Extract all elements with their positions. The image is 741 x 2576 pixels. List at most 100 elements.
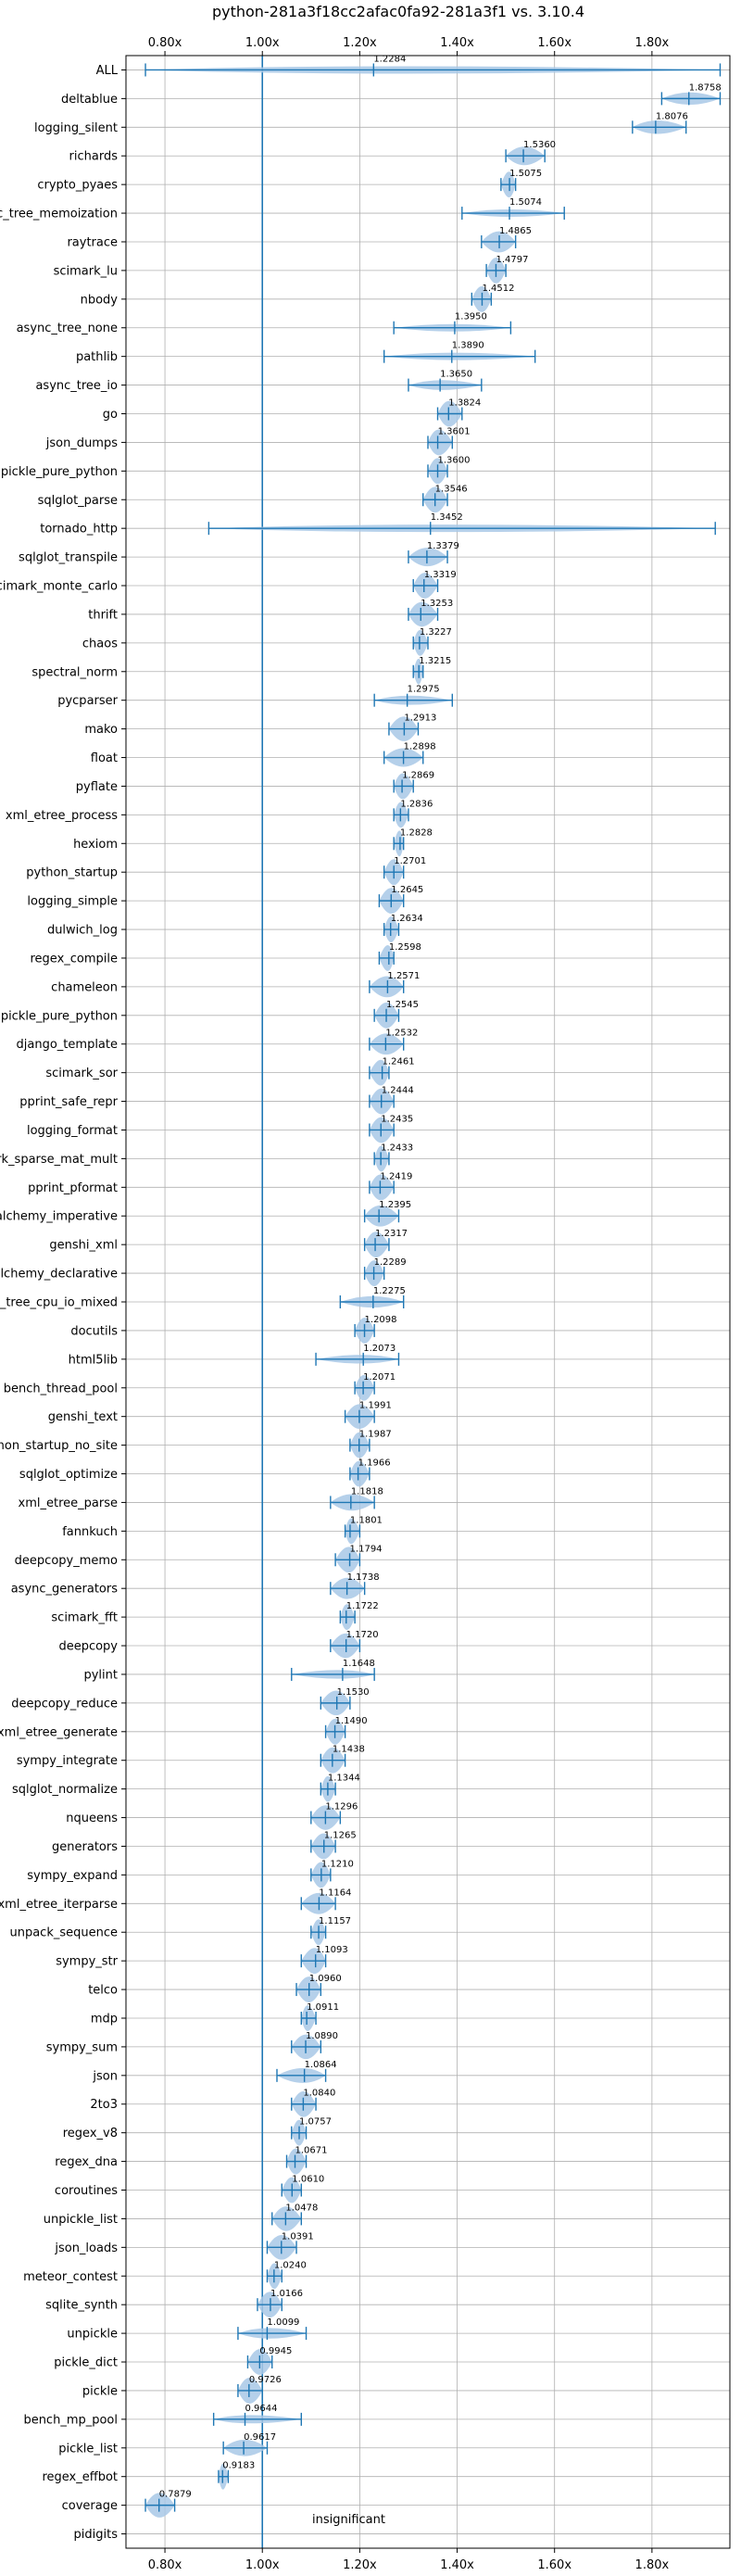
value-label: 1.3319 bbox=[424, 570, 457, 580]
value-label: 0.9183 bbox=[222, 2461, 255, 2471]
category-label: spectral_norm bbox=[31, 665, 118, 679]
category-label: sqlglot_parse bbox=[38, 494, 118, 508]
value-label: 1.2275 bbox=[373, 1286, 406, 1296]
category-label: float bbox=[91, 751, 118, 765]
category-label: pyflate bbox=[76, 780, 118, 794]
category-label: genshi_xml bbox=[49, 1239, 118, 1253]
x-tick-labels: 0.80x 0.80x 1.00x 1.00x 1.20x 1.20x 1.40x 1.40x… bbox=[148, 36, 670, 2572]
value-label: 1.5360 bbox=[523, 140, 556, 150]
category-label: pickle bbox=[82, 2384, 118, 2398]
category-label: regex_effbot bbox=[42, 2470, 118, 2484]
x-tick-label-top: 1.80x bbox=[635, 36, 670, 50]
category-label: pickle_dict bbox=[54, 2356, 118, 2370]
value-label: 1.1801 bbox=[350, 1515, 383, 1525]
category-label: pidigits bbox=[74, 2528, 119, 2542]
value-label: 1.1490 bbox=[335, 1716, 368, 1726]
category-label: fannkuch bbox=[62, 1525, 118, 1539]
category-label: sympy_integrate bbox=[17, 1754, 118, 1768]
value-label: 1.0960 bbox=[309, 1974, 342, 1984]
value-label: 1.3379 bbox=[427, 541, 459, 551]
value-label: 1.8758 bbox=[689, 82, 722, 93]
value-label: 1.1987 bbox=[359, 1430, 392, 1440]
value-label: 1.0610 bbox=[292, 2175, 324, 2185]
category-label: telco bbox=[88, 1984, 118, 1998]
category-label: unpack_sequence bbox=[9, 1926, 118, 1940]
category-label: scimark_fft bbox=[51, 1611, 118, 1625]
value-label: 0.9726 bbox=[249, 2375, 282, 2385]
value-label: 1.2071 bbox=[363, 1372, 396, 1383]
category-label: bench_mp_pool bbox=[23, 2413, 118, 2427]
value-label: 1.0840 bbox=[303, 2089, 335, 2099]
category-label: regex_v8 bbox=[63, 2127, 118, 2140]
x-tick-label-top: 1.60x bbox=[537, 36, 571, 50]
x-tick-label-top: 1.20x bbox=[343, 36, 377, 50]
category-label: bench_thread_pool bbox=[4, 1382, 118, 1395]
category-label: async_tree_none bbox=[17, 322, 118, 335]
x-tick-label-bottom: 1.80x bbox=[635, 2558, 670, 2572]
x-tick-label-bottom: 0.80x bbox=[148, 2558, 182, 2572]
category-label: deepcopy bbox=[58, 1640, 118, 1654]
category-label: scimark_monte_carlo bbox=[0, 580, 118, 594]
category-label: async_tree_memoization bbox=[0, 208, 118, 221]
value-label: 1.1344 bbox=[328, 1774, 360, 1784]
category-label: coverage bbox=[62, 2499, 118, 2513]
category-label: mako bbox=[84, 723, 118, 737]
value-label: 1.2898 bbox=[404, 742, 436, 752]
category-label: deltablue bbox=[61, 93, 118, 107]
category-label: chaos bbox=[82, 637, 118, 650]
chart-title: python-281a3f18cc2afac0fa92-281a3f1 vs. … bbox=[212, 3, 584, 20]
value-label: 1.0099 bbox=[267, 2317, 299, 2328]
value-label: 1.2435 bbox=[381, 1114, 413, 1124]
value-label: 1.2913 bbox=[404, 713, 436, 724]
value-label: 1.2634 bbox=[391, 914, 423, 924]
category-label: nbody bbox=[81, 293, 119, 307]
category-label: unpickle_pure_python bbox=[0, 1009, 118, 1023]
value-label: 1.0890 bbox=[306, 2031, 338, 2041]
category-label: pathlib bbox=[76, 350, 118, 364]
value-label: 0.9644 bbox=[245, 2404, 278, 2414]
value-label: 0.7879 bbox=[159, 2490, 192, 2500]
value-label: 1.0757 bbox=[299, 2117, 332, 2128]
value-label: 1.1530 bbox=[337, 1687, 370, 1698]
x-tick-label-top: 1.00x bbox=[245, 36, 280, 50]
category-label: sqlglot_transpile bbox=[19, 551, 118, 565]
category-label: scimark_sor bbox=[45, 1067, 118, 1080]
value-label: 1.2532 bbox=[385, 1029, 418, 1039]
category-label: deepcopy_reduce bbox=[11, 1697, 118, 1711]
value-label: 1.0671 bbox=[295, 2146, 328, 2156]
value-label: 1.1794 bbox=[350, 1544, 383, 1554]
x-tick-label-bottom: 1.60x bbox=[537, 2558, 571, 2572]
value-label: 1.3890 bbox=[452, 341, 484, 351]
value-label: 1.3601 bbox=[438, 426, 471, 436]
value-label: 1.2284 bbox=[373, 54, 406, 64]
value-label: 1.3215 bbox=[419, 656, 451, 666]
x-tick-label-top: 1.40x bbox=[440, 36, 474, 50]
x-tick-label-bottom: 1.20x bbox=[343, 2558, 377, 2572]
value-label: 1.3546 bbox=[435, 484, 468, 494]
category-label: pylint bbox=[83, 1668, 118, 1682]
value-label: 1.1438 bbox=[333, 1745, 365, 1755]
category-label: regex_dna bbox=[55, 2155, 118, 2169]
value-label: 1.1210 bbox=[321, 1859, 354, 1869]
value-label: 1.0391 bbox=[282, 2231, 314, 2241]
value-label: 1.2419 bbox=[380, 1171, 412, 1181]
category-label: django_template bbox=[17, 1038, 118, 1052]
insignificant-annotation: insignificant bbox=[312, 2513, 385, 2527]
value-label: 1.2975 bbox=[408, 685, 440, 695]
category-label: pprint_pformat bbox=[28, 1181, 118, 1195]
data-marks: 1.2284 1.8758 1.8076 1.5360 1.5075 1.5074 1.48… bbox=[144, 54, 722, 2518]
category-label: nqueens bbox=[66, 1812, 118, 1825]
value-label: 1.1164 bbox=[319, 1888, 351, 1898]
category-label: xml_etree_parse bbox=[19, 1496, 118, 1510]
category-label: tornado_http bbox=[40, 523, 118, 537]
value-label: 1.4865 bbox=[499, 226, 532, 236]
value-label: 1.1720 bbox=[346, 1630, 379, 1640]
value-label: 1.2828 bbox=[400, 827, 433, 838]
category-label: xml_etree_generate bbox=[0, 1725, 118, 1739]
category-label: sympy_expand bbox=[27, 1869, 118, 1883]
value-label: 0.9617 bbox=[244, 2432, 276, 2443]
category-label: chameleon bbox=[51, 980, 118, 994]
value-label: 1.3650 bbox=[440, 370, 472, 380]
category-label: generators bbox=[52, 1840, 118, 1854]
value-label: 1.2289 bbox=[374, 1257, 407, 1268]
